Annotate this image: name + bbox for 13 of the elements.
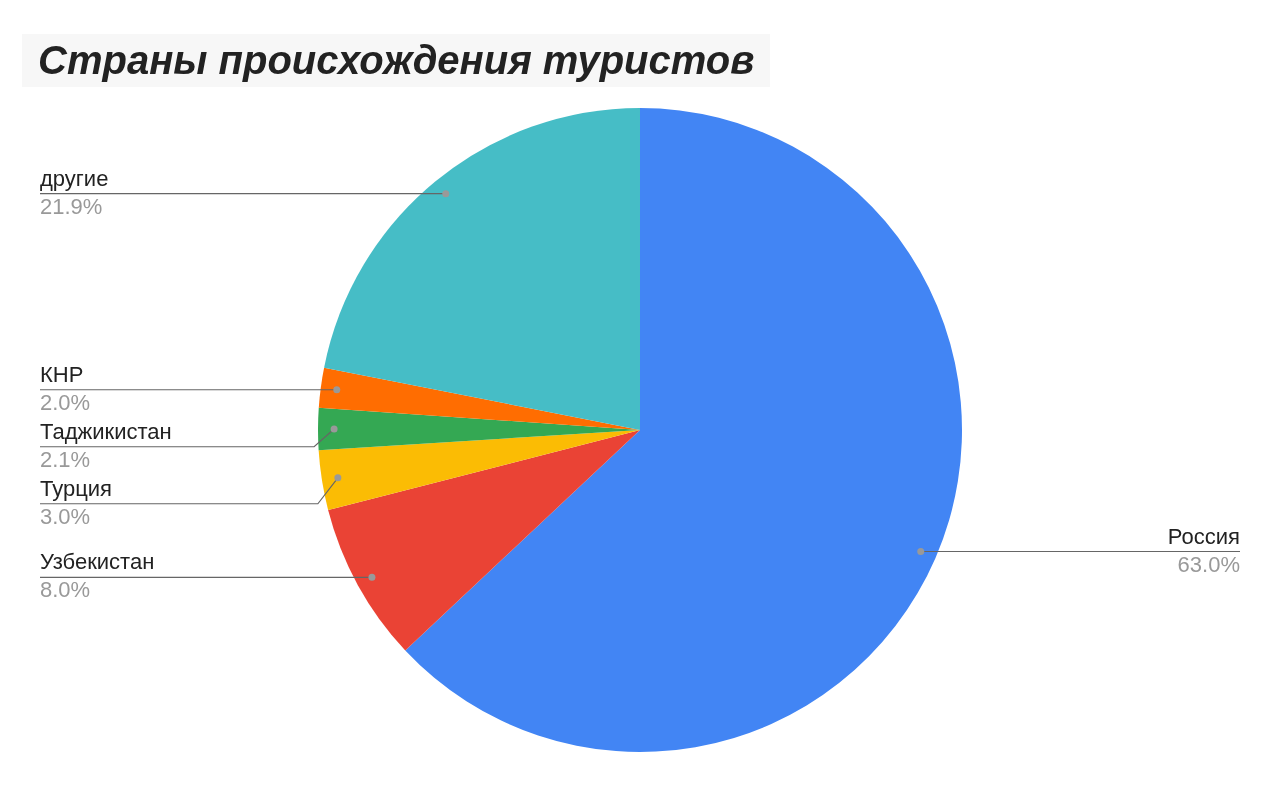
chart-title: Страны происхождения туристов xyxy=(22,34,771,87)
slice-label: Россия xyxy=(1167,523,1240,549)
data-label: 21.9% xyxy=(40,193,103,219)
data-label: 63.0% xyxy=(1177,551,1240,577)
slice-label: другие xyxy=(40,165,109,191)
data-label: 2.1% xyxy=(40,446,91,472)
data-label: 3.0% xyxy=(40,503,91,529)
data-label: 2.0% xyxy=(40,389,91,415)
slice-label: КНР xyxy=(40,361,84,387)
data-label: 8.0% xyxy=(40,577,91,603)
slice-label: Узбекистан xyxy=(40,549,155,575)
slice-label: Таджикистан xyxy=(40,418,172,444)
slice-label: Турция xyxy=(40,475,112,501)
